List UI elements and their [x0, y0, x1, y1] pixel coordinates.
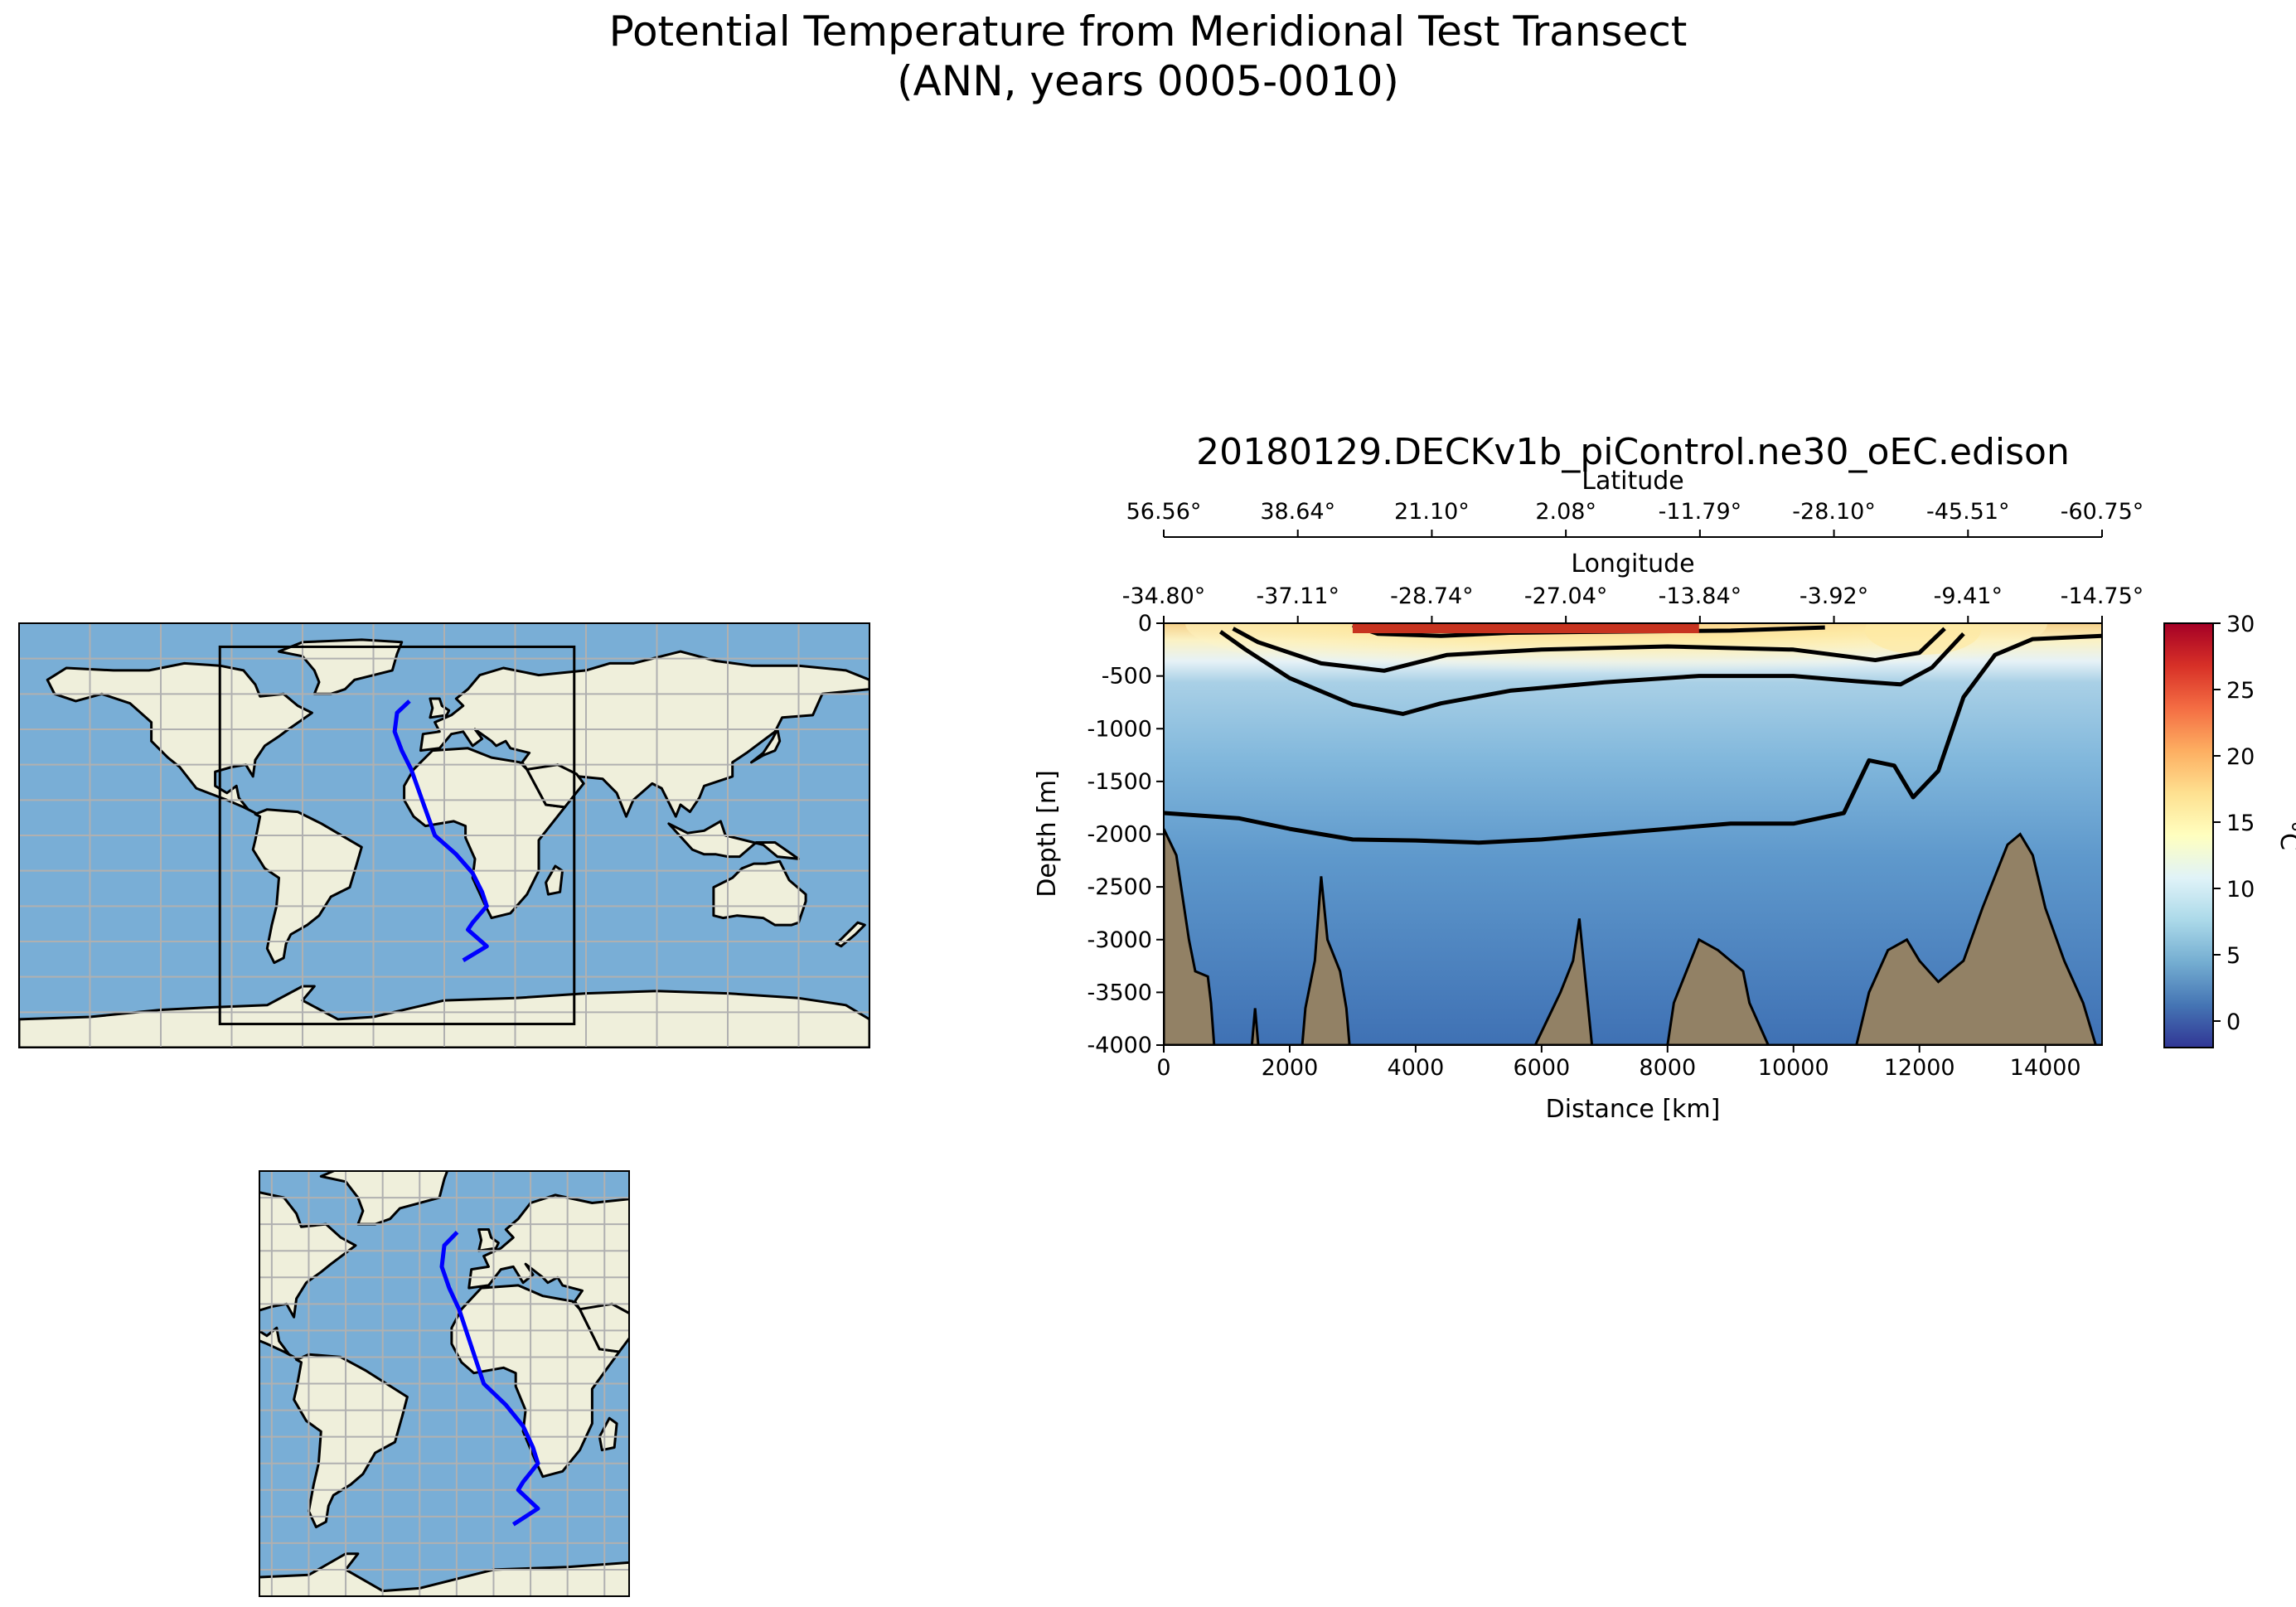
y-tick-label: -4000 — [1087, 1033, 1152, 1058]
land-indonesia — [728, 1367, 864, 1410]
global-map-transect-line — [392, 699, 489, 962]
land-japan — [814, 1264, 844, 1301]
longitude-tick-label: -28.74° — [1390, 583, 1474, 609]
x-tick-label: 6000 — [1513, 1055, 1570, 1081]
longitude-tick-label: -9.41° — [1934, 583, 2003, 609]
figure-title-line1: Potential Temperature from Meridional Te… — [608, 7, 1688, 56]
depth-axis-label: Depth [m] — [1033, 770, 1062, 898]
land-northAmerica — [259, 1191, 357, 1362]
colorbar-tick-label: 20 — [2226, 744, 2255, 770]
transect-section-plot: 20180129.DECKv1b_piControl.ne30_oEC.edis… — [1033, 431, 2296, 1124]
colorbar-tick-label: 15 — [2226, 811, 2255, 836]
latitude-tick-label: -28.10° — [1792, 499, 1876, 525]
contour-lines — [1164, 623, 2102, 845]
depth-tick-group: 0 -500 -1000 -1500 -2000 -2500 -3000 -3500 -4000 — [1087, 611, 1164, 1058]
x-tick-label: 10000 — [1758, 1055, 1829, 1081]
colorbar-label: °C — [2274, 820, 2296, 850]
regional-extent-box — [218, 645, 576, 1026]
surface-hot-strip — [1352, 623, 1699, 633]
land-nz — [835, 921, 866, 948]
latitude-tick-label: 21.10° — [1394, 499, 1470, 525]
longitude-tick-label: -27.04° — [1524, 583, 1608, 609]
colorbar-tick-label: 10 — [2226, 877, 2255, 903]
colorbar: 0 5 10 15 20 25 30 °C — [2163, 612, 2296, 1048]
x-tick-label: 0 — [1156, 1055, 1170, 1081]
global-map-gridlines — [19, 623, 869, 1048]
colorbar-tick-label: 30 — [2226, 612, 2255, 637]
x-tick-label: 4000 — [1388, 1055, 1445, 1081]
y-tick-label: -1000 — [1087, 716, 1152, 742]
latitude-tick-label: -45.51° — [1926, 499, 2010, 525]
contour-line-mid — [1218, 630, 1965, 716]
regional-map-frame — [259, 1170, 630, 1597]
longitude-tick-label: -37.11° — [1256, 583, 1339, 609]
distance-tick-group: 0 2000 4000 6000 8000 10000 12000 14000 — [1156, 1045, 2081, 1081]
regional-map — [259, 1170, 932, 1597]
warm-surface-layer — [1185, 623, 2047, 685]
latitude-axis: Latitude 56.56° 38.64° 21.10° 2.08° -11.79° -… — [1126, 467, 2144, 538]
latitude-tick-label: -11.79° — [1659, 499, 1742, 525]
y-tick-label: -2500 — [1087, 874, 1152, 900]
x-tick-label: 2000 — [1262, 1055, 1319, 1081]
y-tick-label: 0 — [1138, 611, 1152, 637]
land-northAmerica — [46, 661, 313, 816]
section-plot-area — [1164, 623, 2102, 1045]
colorbar-tick-group: 0 5 10 15 20 25 30 — [2213, 612, 2255, 1035]
colorbar-gradient — [2163, 622, 2214, 1048]
global-map — [18, 622, 870, 1048]
section-plot-title: 20180129.DECKv1b_piControl.ne30_oEC.edis… — [1196, 431, 2070, 473]
x-tick-label: 14000 — [2010, 1055, 2081, 1081]
global-map-frame — [18, 622, 870, 1048]
y-tick-label: -1500 — [1087, 769, 1152, 795]
longitude-tick-label: -13.84° — [1659, 583, 1742, 609]
latitude-tick-label: 56.56° — [1126, 499, 1202, 525]
regional-map-gridlines — [259, 1171, 629, 1596]
contour-line-upper — [1232, 627, 1946, 673]
land-indonesia — [667, 820, 800, 860]
latitude-tick-label: 38.64° — [1260, 499, 1335, 525]
latitude-tick-label: -60.75° — [2061, 499, 2144, 525]
longitude-axis: Longitude -34.80° -37.11° -28.74° -27.04° -1… — [1122, 549, 2144, 623]
land-australia — [774, 1413, 870, 1485]
y-tick-label: -2000 — [1087, 822, 1152, 848]
distance-axis-label: Distance [km] — [1546, 1095, 1721, 1124]
longitude-tick-label: -14.75° — [2061, 583, 2144, 609]
latitude-tick-label: 2.08° — [1535, 499, 1596, 525]
x-tick-label: 12000 — [1884, 1055, 1955, 1081]
colorbar-tick-label: 0 — [2226, 1009, 2240, 1035]
regional-map-transect-line — [439, 1230, 540, 1527]
latitude-tick-group: 56.56° 38.64° 21.10° 2.08° -11.79° -28.10° -45… — [1126, 499, 2144, 537]
x-tick-label: 8000 — [1639, 1055, 1696, 1081]
latitude-axis-label: Latitude — [1582, 467, 1683, 496]
figure-title: Potential Temperature from Meridional Te… — [0, 7, 2296, 106]
land-southAmerica — [293, 1353, 409, 1529]
longitude-axis-label: Longitude — [1571, 549, 1694, 578]
colorbar-tick-label: 25 — [2226, 678, 2255, 704]
contour-line-deep — [1164, 633, 2102, 845]
land-japan — [750, 728, 782, 764]
longitude-tick-label: -3.92° — [1800, 583, 1868, 609]
land-southAmerica — [251, 808, 363, 965]
land-greenland — [278, 638, 404, 695]
y-tick-label: -500 — [1102, 664, 1152, 690]
longitude-tick-label: -34.80° — [1122, 583, 1206, 609]
land-australia — [712, 859, 807, 927]
land-nz — [903, 1482, 932, 1508]
land-madagascar — [545, 864, 564, 896]
y-tick-label: -3000 — [1087, 927, 1152, 953]
colorbar-tick-label: 5 — [2226, 943, 2240, 969]
bathymetry — [1164, 828, 2102, 1045]
y-tick-label: -3500 — [1087, 980, 1152, 1005]
figure-title-line2: (ANN, years 0005-0010) — [897, 57, 1399, 105]
longitude-tick-group: -34.80° -37.11° -28.74° -27.04° -13.84° -3.92… — [1122, 583, 2144, 623]
